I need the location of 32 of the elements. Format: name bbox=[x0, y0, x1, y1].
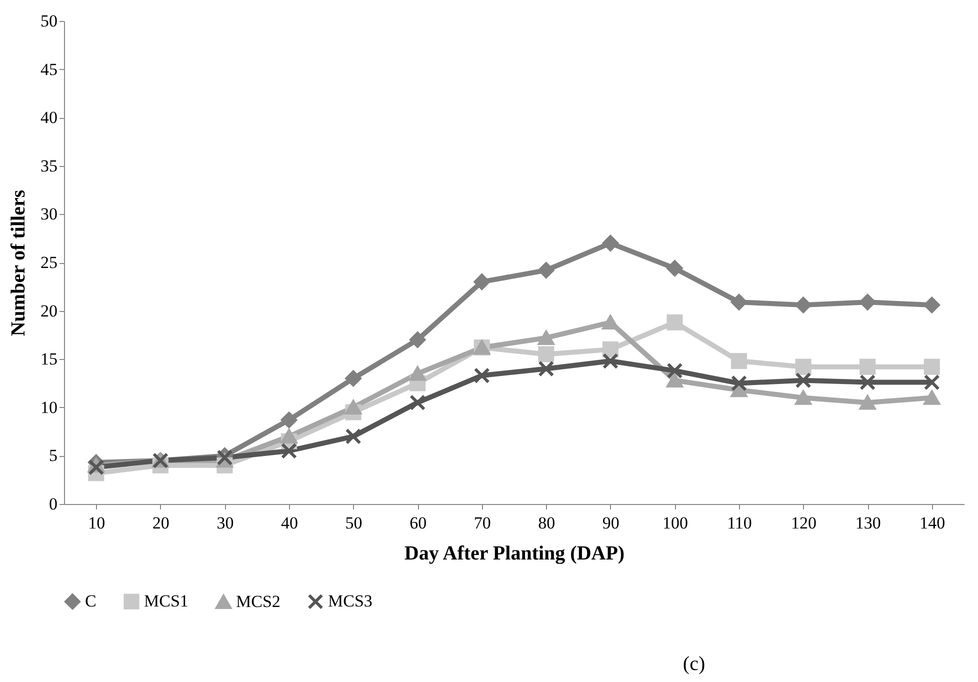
legend-label: MCS3 bbox=[328, 592, 372, 611]
y-tick-label: 20 bbox=[40, 301, 58, 320]
x-tick-label: 70 bbox=[474, 514, 491, 532]
y-tick-label: 30 bbox=[40, 204, 58, 224]
y-tick-label: 35 bbox=[40, 156, 58, 176]
legend-label: MCS1 bbox=[144, 592, 188, 611]
y-tick-label: 5 bbox=[49, 446, 58, 466]
y-axis-title: Number of tillers bbox=[8, 190, 30, 336]
legend-label: MCS2 bbox=[236, 592, 280, 612]
x-tick-label: 90 bbox=[602, 514, 620, 532]
legend-label: C bbox=[85, 592, 96, 611]
y-tick-label: 50 bbox=[40, 12, 58, 30]
y-tick-label: 45 bbox=[40, 60, 58, 79]
x-tick-label: 130 bbox=[855, 514, 881, 532]
text: (c) bbox=[682, 653, 706, 675]
x-tick-label: 30 bbox=[216, 514, 234, 532]
x-axis-title: Day After Planting (DAP) bbox=[404, 542, 625, 564]
y-tick-label: 40 bbox=[40, 108, 58, 128]
x-tick-label: 100 bbox=[662, 514, 688, 532]
y-tick-label: 0 bbox=[49, 494, 58, 514]
y-tick-label: 15 bbox=[40, 350, 58, 369]
x-tick-label: 110 bbox=[727, 514, 752, 532]
x-tick-label: 120 bbox=[791, 514, 817, 532]
x-tick-label: 10 bbox=[88, 514, 106, 532]
x-tick-label: 60 bbox=[410, 514, 427, 532]
x-tick-label: 140 bbox=[920, 514, 946, 532]
x-tick-label: 40 bbox=[281, 514, 298, 532]
y-tick-label: 25 bbox=[40, 253, 58, 272]
x-tick-label: 20 bbox=[152, 514, 170, 532]
y-tick-label: 10 bbox=[40, 398, 58, 417]
x-tick-label: 80 bbox=[538, 514, 556, 532]
x-tick-label: 50 bbox=[345, 514, 362, 532]
